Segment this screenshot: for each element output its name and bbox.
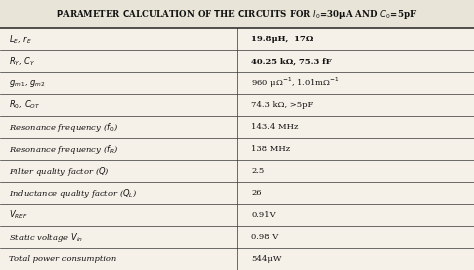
- Text: 26: 26: [251, 189, 262, 197]
- Text: 0.98 V: 0.98 V: [251, 233, 278, 241]
- Text: Inductance quality factor ($Q_L$): Inductance quality factor ($Q_L$): [9, 187, 138, 200]
- Text: 544μW: 544μW: [251, 255, 282, 263]
- Bar: [0, 204, 474, 226]
- Text: Resonance frequency ($f_R$): Resonance frequency ($f_R$): [9, 143, 119, 156]
- Bar: [0, 72, 474, 94]
- Text: $R_Y$, $C_Y$: $R_Y$, $C_Y$: [9, 55, 36, 68]
- Text: Static voltage $V_{in}$: Static voltage $V_{in}$: [9, 231, 83, 244]
- Bar: [0, 160, 474, 182]
- Text: 74.3 kΩ, >5pF: 74.3 kΩ, >5pF: [251, 101, 314, 109]
- Text: 40.25 kΩ, 75.3 fF: 40.25 kΩ, 75.3 fF: [251, 57, 332, 65]
- Bar: [0, 182, 474, 204]
- Text: $R_0$, $C_{OT}$: $R_0$, $C_{OT}$: [9, 99, 41, 112]
- Bar: [0, 28, 474, 50]
- Text: Resonance frequency ($f_0$): Resonance frequency ($f_0$): [9, 121, 119, 134]
- Text: Total power consumption: Total power consumption: [9, 255, 117, 263]
- Bar: [0, 0, 474, 28]
- Text: Filter quality factor ($Q$): Filter quality factor ($Q$): [9, 165, 110, 178]
- Text: 19.8μH,  17Ω: 19.8μH, 17Ω: [251, 35, 314, 43]
- Text: 2.5: 2.5: [251, 167, 264, 175]
- Bar: [0, 226, 474, 248]
- Text: 143.4 MHz: 143.4 MHz: [251, 123, 299, 131]
- Text: 0.91V: 0.91V: [251, 211, 276, 219]
- Text: $g_{m1}$, $g_{m2}$: $g_{m1}$, $g_{m2}$: [9, 78, 46, 89]
- Text: 960 μΩ$^{-1}$, 1.01mΩ$^{-1}$: 960 μΩ$^{-1}$, 1.01mΩ$^{-1}$: [251, 76, 340, 90]
- Text: 138 MHz: 138 MHz: [251, 145, 291, 153]
- Text: $L_E$, $r_E$: $L_E$, $r_E$: [9, 33, 33, 46]
- Text: $\mathbf{P}$ARAMETER $\mathbf{C}$ALCULATION OF $\mathbf{T}$HE $\mathbf{C}$IRCUIT: $\mathbf{P}$ARAMETER $\mathbf{C}$ALCULAT…: [56, 8, 418, 21]
- Bar: [0, 116, 474, 138]
- Bar: [0, 50, 474, 72]
- Text: $V_{REF}$: $V_{REF}$: [9, 209, 28, 221]
- Bar: [0, 94, 474, 116]
- Bar: [0, 248, 474, 270]
- Bar: [0, 138, 474, 160]
